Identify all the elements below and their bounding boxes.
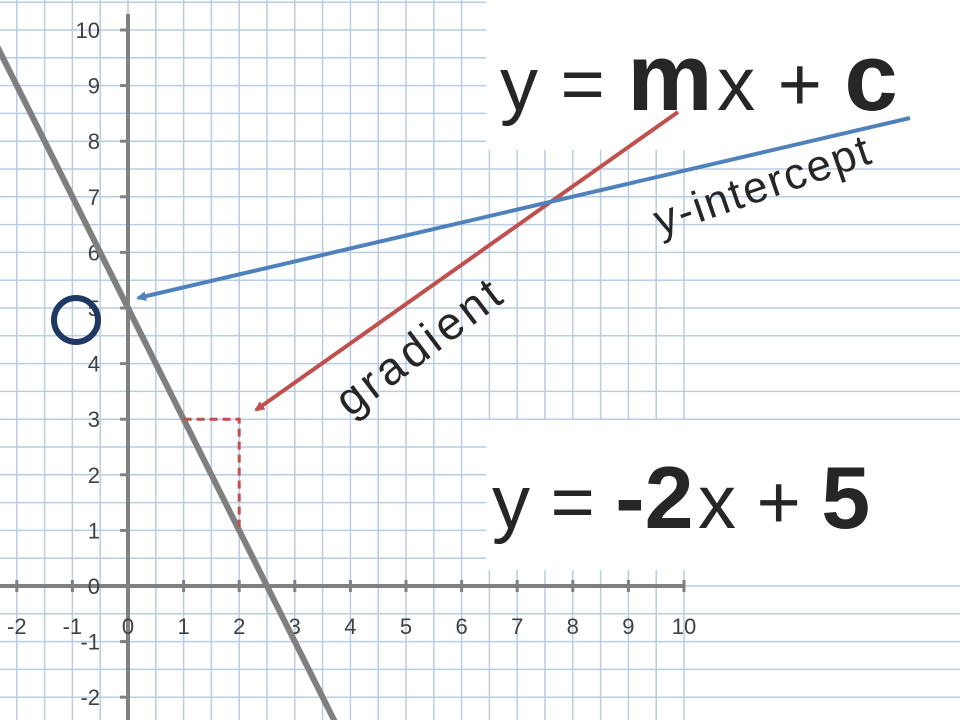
x-tick-label: 8 bbox=[567, 614, 579, 639]
x-tick-label: 7 bbox=[511, 614, 523, 639]
specific-equation: y = -2 x + 5 bbox=[492, 448, 870, 547]
x-tick-label: 10 bbox=[672, 614, 696, 639]
y-tick-label: 0 bbox=[88, 574, 100, 599]
x-tick-label: -2 bbox=[7, 614, 27, 639]
series bbox=[0, 45, 340, 725]
y-tick-label: 3 bbox=[88, 407, 100, 432]
y-tick-label: 4 bbox=[88, 352, 100, 377]
y-tick-label: 9 bbox=[88, 74, 100, 99]
y-tick-label: 8 bbox=[88, 129, 100, 154]
gradient-arrow bbox=[254, 110, 680, 412]
y-tick-label: -1 bbox=[80, 630, 100, 655]
specific-eq-c: 5 bbox=[821, 448, 870, 547]
general-eq-x: x bbox=[717, 42, 755, 127]
gradient-label: gradient bbox=[325, 265, 515, 426]
general-equation: y = m x + c bbox=[500, 24, 898, 131]
general-eq-m: m bbox=[627, 24, 712, 131]
specific-eq-y: y bbox=[492, 460, 530, 545]
x-tick-label: 0 bbox=[122, 614, 134, 639]
series-line bbox=[0, 45, 340, 725]
general-eq-plus: + bbox=[778, 42, 822, 127]
y-tick-label: -2 bbox=[80, 685, 100, 710]
x-tick-label: 9 bbox=[622, 614, 634, 639]
y-intercept-arrow bbox=[136, 116, 911, 302]
gradient-triangle bbox=[183, 417, 241, 531]
general-eq-c: c bbox=[844, 24, 897, 131]
x-tick-labels: -2 -1 0 1 2 3 4 5 6 7 8 9 10 bbox=[7, 580, 696, 639]
equation-panel-bottom bbox=[486, 420, 960, 570]
specific-eq-m: -2 bbox=[615, 448, 693, 547]
y-tick-label: 10 bbox=[76, 18, 100, 43]
y-intercept-circle bbox=[51, 295, 101, 345]
x-tick-label: 1 bbox=[177, 614, 189, 639]
x-tick-label: 2 bbox=[233, 614, 245, 639]
general-eq-equals: = bbox=[560, 42, 604, 127]
x-tick-label: -1 bbox=[63, 614, 83, 639]
y-tick-label: 1 bbox=[88, 518, 100, 543]
specific-eq-plus: + bbox=[756, 460, 800, 545]
gradient-triangle-legs bbox=[183, 417, 241, 531]
x-tick-label: 4 bbox=[344, 614, 356, 639]
general-eq-y: y bbox=[500, 42, 538, 127]
x-tick-label: 5 bbox=[400, 614, 412, 639]
specific-eq-equals: = bbox=[550, 460, 594, 545]
axes bbox=[0, 14, 684, 720]
x-tick-label: 6 bbox=[455, 614, 467, 639]
y-tick-label: 7 bbox=[88, 185, 100, 210]
y-tick-label: 2 bbox=[88, 463, 100, 488]
specific-eq-x: x bbox=[698, 460, 736, 545]
